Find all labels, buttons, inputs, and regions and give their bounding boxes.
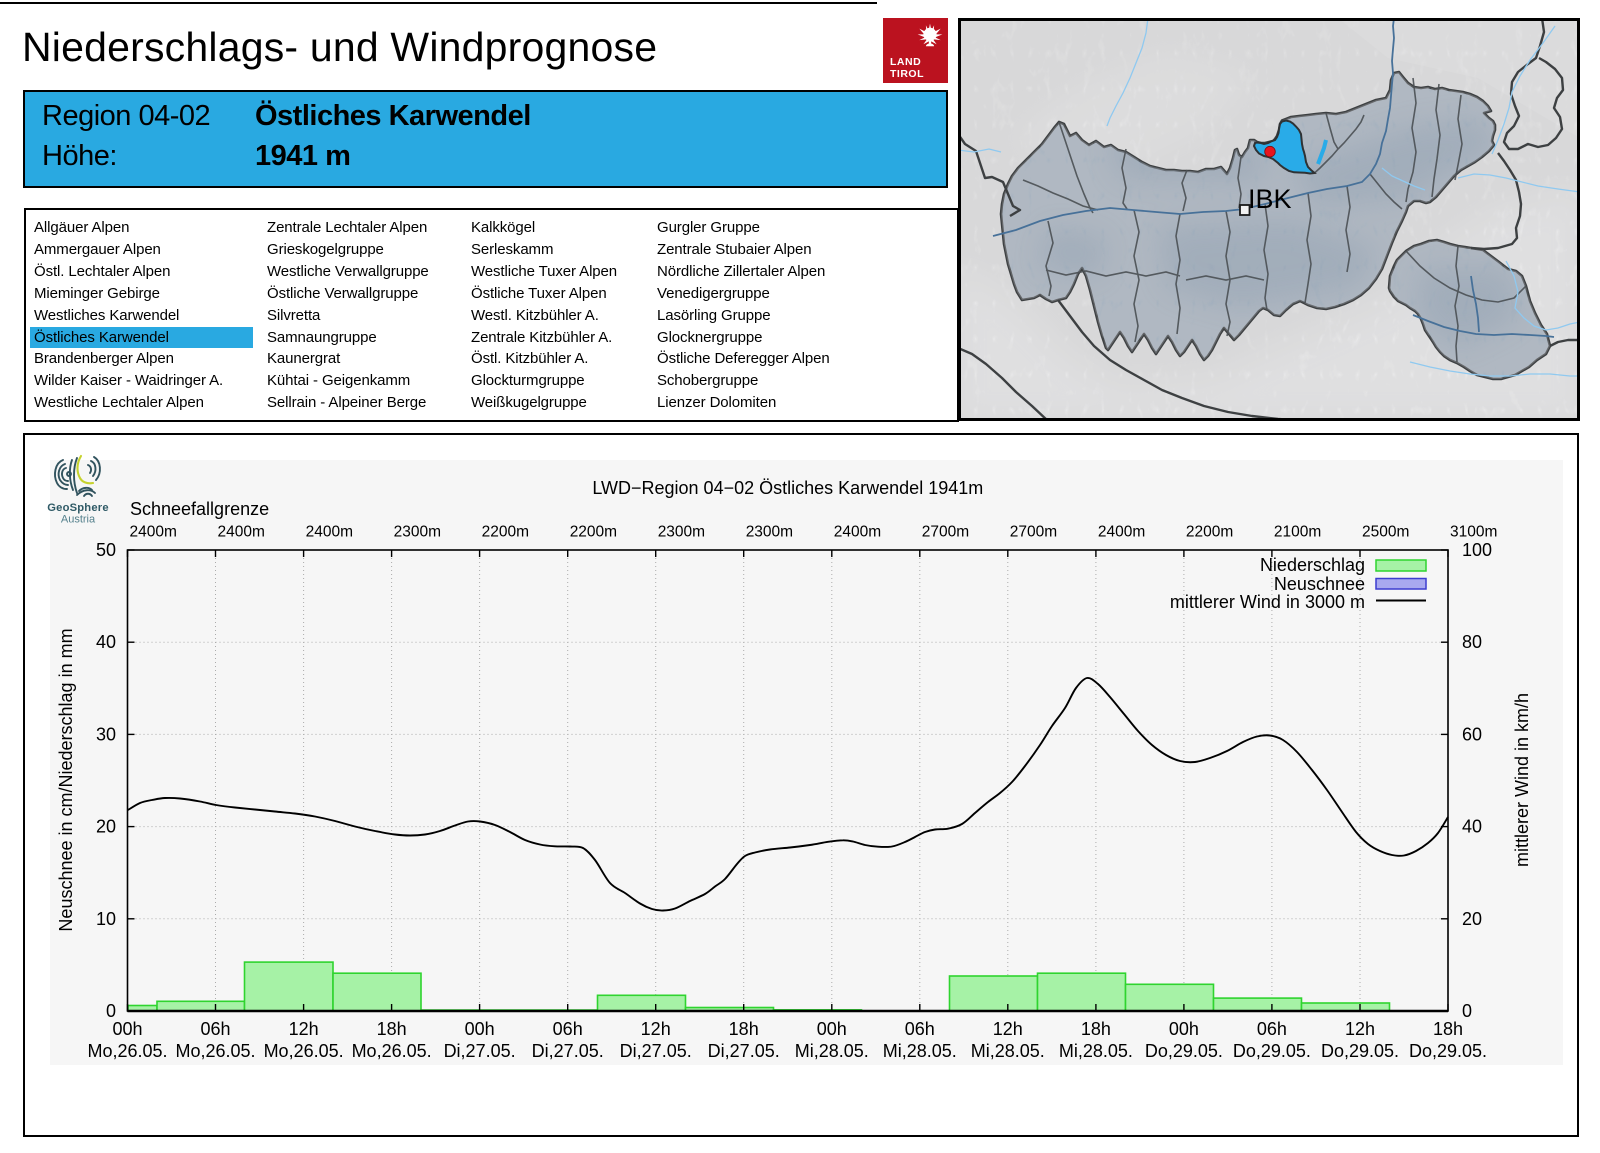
svg-text:LWD−Region 04−02 Östliches Kar: LWD−Region 04−02 Östliches Karwendel 194… <box>592 478 983 498</box>
svg-text:Austria: Austria <box>61 514 96 526</box>
svg-text:Mo,26.05.: Mo,26.05. <box>87 1041 167 1061</box>
svg-text:80: 80 <box>1462 632 1482 652</box>
svg-text:Di,27.05.: Di,27.05. <box>444 1041 516 1061</box>
svg-text:2400m: 2400m <box>834 524 881 541</box>
svg-text:18h: 18h <box>1433 1019 1463 1039</box>
svg-text:20: 20 <box>96 817 116 837</box>
svg-text:Do,29.05.: Do,29.05. <box>1233 1041 1311 1061</box>
svg-text:Mo,26.05.: Mo,26.05. <box>264 1041 344 1061</box>
svg-text:2700m: 2700m <box>1010 524 1057 541</box>
svg-text:10: 10 <box>96 909 116 929</box>
svg-text:12h: 12h <box>1345 1019 1375 1039</box>
svg-text:06h: 06h <box>1257 1019 1287 1039</box>
svg-text:GeoSphere: GeoSphere <box>47 502 109 514</box>
svg-text:mittlerer Wind in km/h: mittlerer Wind in km/h <box>1512 693 1532 867</box>
svg-text:Di,27.05.: Di,27.05. <box>532 1041 604 1061</box>
svg-text:40: 40 <box>96 632 116 652</box>
svg-text:Do,29.05.: Do,29.05. <box>1321 1041 1399 1061</box>
svg-text:00h: 00h <box>1169 1019 1199 1039</box>
svg-text:06h: 06h <box>200 1019 230 1039</box>
svg-text:12h: 12h <box>289 1019 319 1039</box>
svg-text:IBK: IBK <box>1248 184 1292 214</box>
svg-text:18h: 18h <box>729 1019 759 1039</box>
svg-text:Di,27.05.: Di,27.05. <box>708 1041 780 1061</box>
svg-text:2500m: 2500m <box>1362 524 1409 541</box>
svg-text:00h: 00h <box>817 1019 847 1039</box>
svg-text:Di,27.05.: Di,27.05. <box>620 1041 692 1061</box>
svg-text:2400m: 2400m <box>1098 524 1145 541</box>
svg-text:Mi,28.05.: Mi,28.05. <box>971 1041 1045 1061</box>
svg-text:2300m: 2300m <box>746 524 793 541</box>
svg-text:20: 20 <box>1462 909 1482 929</box>
svg-text:Mo,26.05.: Mo,26.05. <box>352 1041 432 1061</box>
svg-text:Do,29.05.: Do,29.05. <box>1409 1041 1487 1061</box>
svg-text:2300m: 2300m <box>658 524 705 541</box>
svg-text:06h: 06h <box>553 1019 583 1039</box>
svg-text:Neuschnee: Neuschnee <box>1274 574 1365 594</box>
svg-text:2400m: 2400m <box>306 524 353 541</box>
svg-text:0: 0 <box>1462 1001 1472 1021</box>
svg-text:100: 100 <box>1462 540 1492 560</box>
svg-text:12h: 12h <box>641 1019 671 1039</box>
svg-text:00h: 00h <box>112 1019 142 1039</box>
svg-text:2200m: 2200m <box>570 524 617 541</box>
svg-text:2700m: 2700m <box>922 524 969 541</box>
svg-text:Do,29.05.: Do,29.05. <box>1145 1041 1223 1061</box>
svg-text:Niederschlag: Niederschlag <box>1260 555 1365 575</box>
svg-text:2300m: 2300m <box>394 524 441 541</box>
svg-text:Schneefallgrenze: Schneefallgrenze <box>130 499 269 519</box>
svg-text:2400m: 2400m <box>130 524 177 541</box>
svg-text:Mo,26.05.: Mo,26.05. <box>175 1041 255 1061</box>
svg-text:Neuschnee in cm/Niederschlag i: Neuschnee in cm/Niederschlag in mm <box>56 628 76 931</box>
svg-text:mittlerer Wind in 3000 m: mittlerer Wind in 3000 m <box>1170 592 1365 612</box>
svg-text:50: 50 <box>96 540 116 560</box>
svg-text:40: 40 <box>1462 817 1482 837</box>
svg-text:30: 30 <box>96 724 116 744</box>
svg-text:06h: 06h <box>905 1019 935 1039</box>
svg-text:Mi,28.05.: Mi,28.05. <box>795 1041 869 1061</box>
svg-text:3100m: 3100m <box>1450 524 1497 541</box>
svg-text:2100m: 2100m <box>1274 524 1321 541</box>
svg-text:18h: 18h <box>1081 1019 1111 1039</box>
svg-text:2400m: 2400m <box>218 524 265 541</box>
svg-text:Mi,28.05.: Mi,28.05. <box>883 1041 957 1061</box>
svg-text:2200m: 2200m <box>482 524 529 541</box>
svg-text:Mi,28.05.: Mi,28.05. <box>1059 1041 1133 1061</box>
svg-text:00h: 00h <box>465 1019 495 1039</box>
svg-text:12h: 12h <box>993 1019 1023 1039</box>
svg-text:18h: 18h <box>377 1019 407 1039</box>
svg-text:0: 0 <box>106 1001 116 1021</box>
svg-text:2200m: 2200m <box>1186 524 1233 541</box>
svg-text:60: 60 <box>1462 724 1482 744</box>
